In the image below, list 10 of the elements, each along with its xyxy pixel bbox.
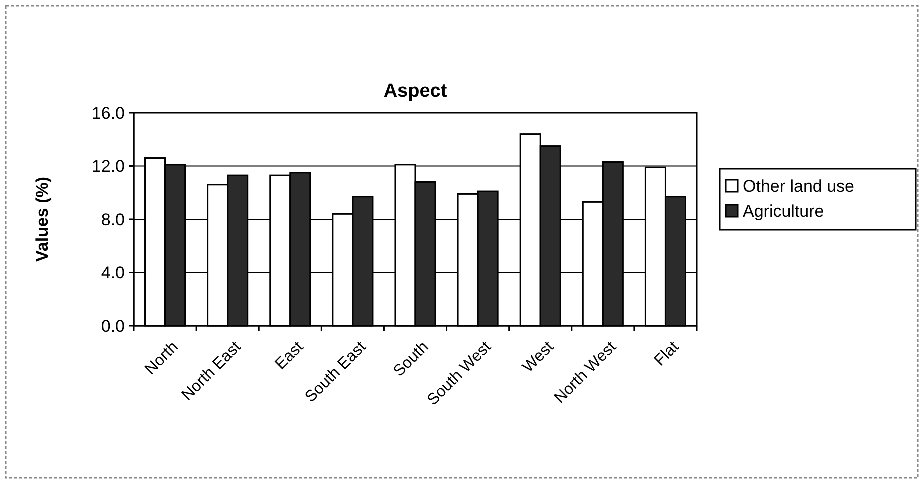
legend-label: Other land use — [743, 176, 855, 196]
y-tick-label: 0.0 — [101, 316, 125, 336]
y-axis-title: Values (%) — [33, 176, 52, 262]
y-tick-label: 16.0 — [92, 104, 125, 123]
y-tick-label: 12.0 — [92, 157, 125, 176]
chart-title: Aspect — [384, 81, 448, 102]
legend-label: Agriculture — [743, 202, 824, 221]
x-tick-label: Flat — [652, 338, 683, 370]
y-tick-label: 4.0 — [101, 264, 125, 283]
y-tick-label: 8.0 — [101, 210, 125, 230]
